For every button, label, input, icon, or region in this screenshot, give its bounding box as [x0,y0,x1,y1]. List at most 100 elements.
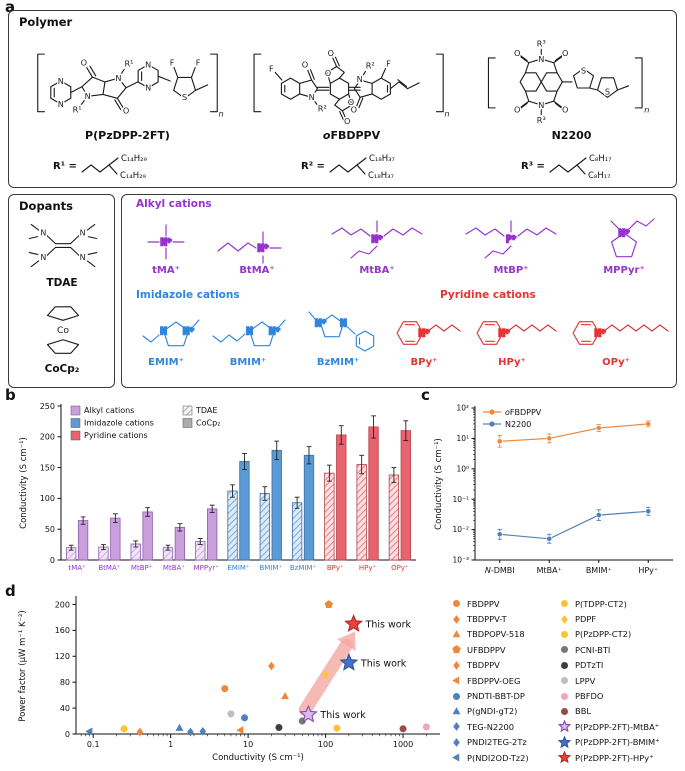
structure-bzmim-drawing: N⁺ N [308,311,375,352]
structure-bpy-drawing: N⁺ [396,321,461,345]
atom: N [80,253,86,262]
bar-cocp2 [110,517,121,561]
legend-label: P(PzDPP-2FT)-MtBA⁺ [575,721,660,732]
atom: F [170,58,175,68]
legend-label: TBDPPV [467,660,500,671]
star-marker-icon [558,751,571,764]
legend-label: P(TDPP-CT2) [575,598,627,609]
circle-marker-icon [333,724,341,732]
tick-label: 80 [60,678,70,687]
diamond-marker-icon [268,661,275,671]
legend-item: TBDPPV [450,658,556,673]
legend-item: BBL [558,704,683,719]
atom: N⁺ [258,244,269,254]
triangle-left-marker-icon [452,753,460,762]
legend-swatch [182,405,193,416]
legend-item: PNDI2TEG-2Tz [450,735,556,750]
structure-btma-drawing: N⁺ [217,231,282,264]
data-line [499,510,649,540]
r-site: R² [318,104,327,114]
data-line [499,423,649,442]
atom: Co [57,325,69,336]
atom: N [145,60,151,70]
triangle-marker-icon [452,707,461,715]
tick-label: 0 [65,730,70,739]
legend-label: TBDPPV-T [467,614,507,625]
star-marker-icon [558,735,571,748]
tick-label: 1000 [393,740,413,749]
bar-cocp2 [271,449,282,561]
trend-arrow-head [337,631,356,652]
bar-cocp2 [303,454,315,561]
repeat-n: n [444,109,449,119]
structure-mtba-drawing: N⁺ [331,220,423,259]
atom: N⁺ [499,329,510,339]
data-point [546,435,553,442]
tick-label: 10⁻³ [452,556,469,565]
this-work-annotation: This work [319,710,366,721]
atom: N [40,253,46,262]
legend-label: BBL [575,706,592,717]
bar-cocp2 [368,426,379,561]
polymer-name-text: P(PzDPP-2FT) [85,129,170,142]
atom: N⁺ [419,329,430,339]
cations-box: Alkyl cations N⁺ tMA⁺ N⁺ BtMA⁺ [121,194,677,388]
atom: P⁺ [506,235,516,245]
circle-marker-icon [120,725,128,733]
tick-label: Pyridine cations [84,431,148,440]
atom: S [581,65,586,75]
y-axis-label: Conductivity (S cm⁻¹) [19,437,29,529]
tick-label: 10² [456,404,469,413]
legend-item: TBDPOPV-518 [450,627,556,642]
circle-marker-icon [221,685,229,693]
data-point [645,508,652,515]
atom: N⁺ [315,319,326,329]
panel-b-label: b [5,386,16,404]
legend-swatch [70,405,81,416]
dopant-label-cocp2: CoCp₂ [44,363,80,375]
legend-item: PBFDO [558,688,683,703]
atom: O [81,58,87,68]
data-point [546,535,553,542]
tick-label: 160 [55,626,70,635]
legend-item: P(PzDPP-2FT)-MtBA⁺ [558,719,683,734]
legend-item: P(PzDPP-2FT)-HPy⁺ [558,750,683,765]
chain-label: C₈H₁₇ [588,171,611,181]
legend-item: FBDPPV-OEG [450,673,556,688]
cation-tma: N⁺ tMA⁺ [136,217,196,276]
atom: O [562,48,568,58]
panel-d-label: d [5,582,16,600]
atom: S [182,92,187,102]
atom: N [58,76,64,86]
tick-label: EMIM⁺ [227,564,250,572]
atom: N⁺ [161,238,172,248]
structure-hpy-drawing: N⁺ [476,321,557,345]
legend-item: UFBDPPV [450,642,556,657]
atom: N [160,327,166,337]
tick-label: 200 [40,433,55,442]
bond-lines [487,48,643,116]
legend-item: FBDPPV [450,596,556,611]
bar-cocp2 [400,430,411,561]
structure-tdae-drawing: N N N N [17,217,109,275]
legend-item: P(PzDPP-2FT)-BMIM⁺ [558,735,683,750]
dopants-title: Dopants [19,199,73,213]
bar-tdae [259,493,270,561]
circle-marker-icon [422,723,430,731]
data-point [645,420,652,427]
imidazole-cations-title: Imidazole cations [136,289,240,301]
atom: N [538,100,544,110]
chain-label: C₁₈H₃₇ [368,171,395,181]
r2-chain-drawing: C₁₈H₃₇ C₁₈H₃₇ [329,154,396,181]
cation-label: BzMIM⁺ [316,357,360,368]
cation-emim: N N⁺ EMIM⁺ [128,307,204,368]
structure-pzdpp-2ft-drawing: N N O O N N R¹ R¹ N N S F F n [25,33,230,129]
atom: F [386,59,391,69]
chain-label: C₁₈H₃₇ [369,154,396,164]
triangle-marker-icon [452,707,461,715]
tick-label: 100 [40,494,55,503]
atom: N [80,229,86,238]
circle-marker-icon [560,677,569,685]
star-marker-icon [298,704,318,723]
